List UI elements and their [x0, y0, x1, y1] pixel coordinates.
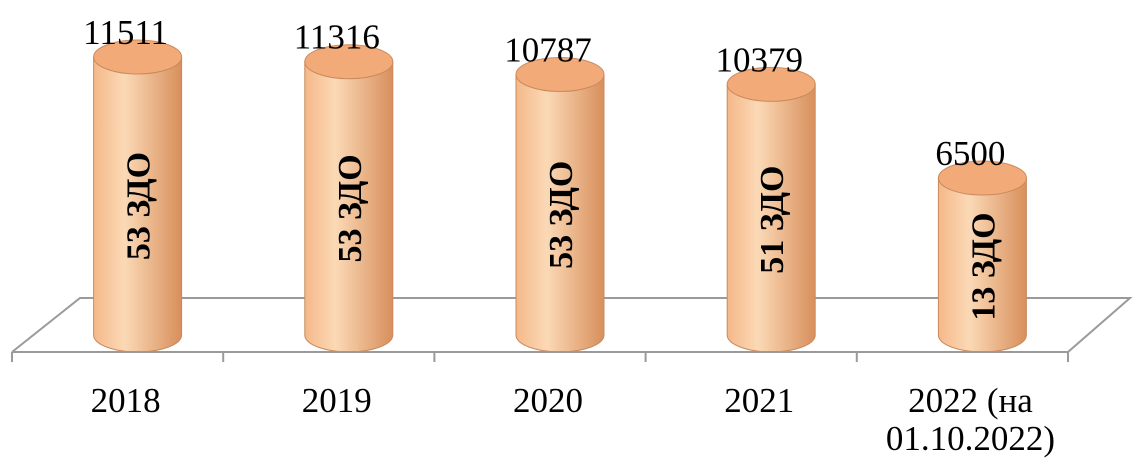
floor-outline	[11, 297, 1133, 353]
x-tick-label: 01.10.2022)	[886, 419, 1055, 458]
bar-inner-label: 13 ЗДО	[965, 212, 1002, 320]
data-label: 11511	[83, 13, 168, 52]
bar-inner-label: 53 ЗДО	[543, 161, 580, 269]
x-tick-label: 2020	[513, 381, 583, 420]
bar-top	[937, 160, 1027, 196]
data-label: 10379	[715, 40, 803, 79]
bar-cylinder: 10379 51 ЗДО	[715, 40, 816, 353]
bar-top	[304, 44, 394, 80]
bar-inner-label: 53 ЗДО	[121, 152, 158, 260]
bar-cylinder: 11316 53 ЗДО	[294, 18, 394, 353]
data-label: 6500	[935, 134, 1005, 173]
x-tick-label: 2018	[91, 381, 161, 420]
bar-inner-label: 51 ЗДО	[754, 166, 791, 274]
chart-floor	[11, 297, 1133, 353]
bar-series: 11511 53 ЗДО 11316 53 ЗДО 10787 53 ЗДО 10379 51…	[83, 13, 1027, 353]
x-tick-label: 2022 (на	[908, 381, 1033, 420]
bar-cylinder: 11511 53 ЗДО	[83, 13, 183, 353]
x-tick-label: 2019	[302, 381, 372, 420]
bar-inner-label: 53 ЗДО	[332, 154, 369, 262]
x-tick-label: 2021	[724, 381, 794, 420]
bar-top	[93, 39, 183, 75]
bar-cylinder: 10787 53 ЗДО	[504, 30, 605, 353]
data-label: 10787	[504, 30, 592, 69]
bar-top	[515, 56, 605, 92]
bar-top	[726, 66, 816, 102]
data-label: 11316	[294, 18, 380, 57]
bar-cylinder: 6500 13 ЗДО	[935, 134, 1027, 353]
